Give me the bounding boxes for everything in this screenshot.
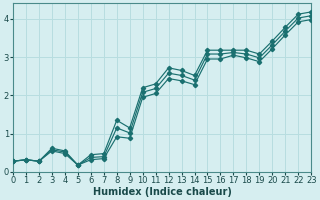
X-axis label: Humidex (Indice chaleur): Humidex (Indice chaleur) (93, 187, 232, 197)
